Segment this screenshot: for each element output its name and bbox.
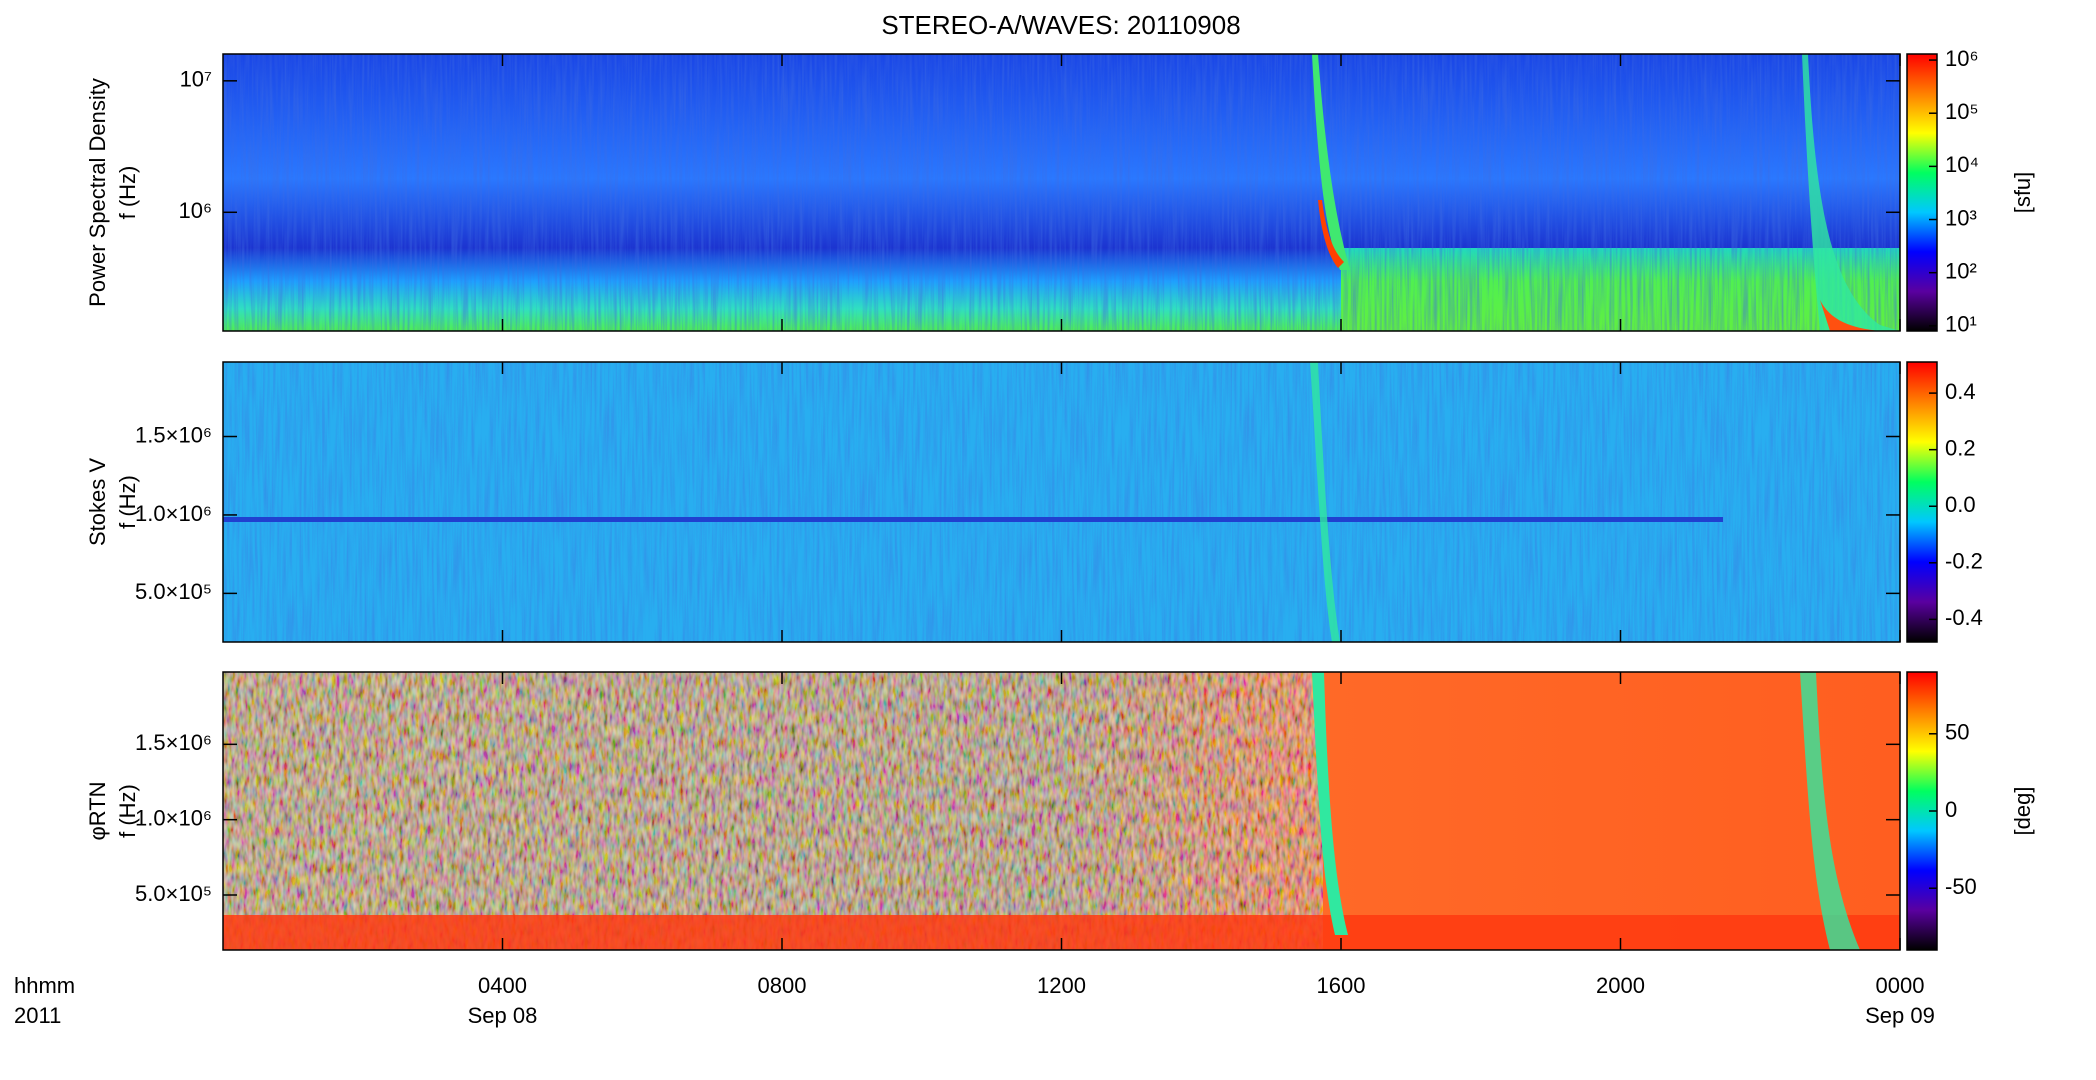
x-tick-label: 0800	[758, 973, 807, 998]
panel-backgrounds	[223, 54, 1900, 950]
y-tick-label: 5.0×10⁵	[135, 881, 212, 906]
y-tick-label: 10⁶	[178, 198, 212, 223]
y-axis-label: f (Hz)	[115, 475, 140, 529]
colorbar-tick-label: 10²	[1945, 259, 1977, 284]
y-tick-label: 10⁷	[180, 67, 212, 92]
band	[223, 517, 1723, 522]
colorbar-tick-label: 10³	[1945, 205, 1977, 230]
y-tick-label: 5.0×10⁵	[135, 579, 212, 604]
y-axis-label: f (Hz)	[115, 166, 140, 220]
burst	[1802, 54, 1900, 331]
y-tick-label: 1.0×10⁶	[135, 501, 212, 526]
colorbar-tick-label: 10⁴	[1945, 152, 1979, 177]
colorbar-tick-label: 10⁵	[1945, 99, 1979, 124]
burst	[1312, 54, 1350, 270]
x-tick-label: 0000	[1876, 973, 1925, 998]
colorbar-tick-label: 0	[1945, 797, 1957, 822]
spectrogram-texture	[223, 54, 1900, 331]
colorbar-tick-label: 0.0	[1945, 492, 1976, 517]
burst	[1820, 300, 1880, 331]
colorbar-tick-label: -50	[1945, 874, 1977, 899]
x-date-label: Sep 08	[468, 1003, 538, 1028]
y-axis-label: Power Spectral Density	[85, 78, 110, 307]
colorbar	[1906, 361, 1938, 643]
x-tick-label: 1600	[1317, 973, 1366, 998]
y-tick-label: 1.0×10⁶	[135, 805, 212, 830]
y-tick-label: 1.5×10⁶	[135, 730, 212, 755]
colorbar-tick-label: 10⁶	[1945, 46, 1979, 71]
colorbar-tick-label: 0.4	[1945, 379, 1976, 404]
x-axis-label: 2011	[14, 1003, 61, 1028]
colorbar-tick-label: 0.2	[1945, 435, 1976, 460]
spectrogram-texture	[223, 672, 1323, 950]
colorbar	[1906, 53, 1938, 332]
colorbar-label: [deg]	[2010, 787, 2035, 836]
burst	[1318, 200, 1344, 268]
x-tick-label: 2000	[1596, 973, 1645, 998]
burst	[1800, 672, 1860, 950]
y-tick-label: 1.5×10⁶	[135, 422, 212, 447]
x-axis-label: hhmm	[14, 973, 75, 998]
y-axis-label: φRTN	[85, 781, 110, 840]
colorbar-tick-label: 50	[1945, 720, 1969, 745]
y-axis-label: f (Hz)	[115, 784, 140, 838]
x-tick-label: 1200	[1037, 973, 1086, 998]
x-date-label: Sep 09	[1865, 1003, 1935, 1028]
spectrogram-texture	[223, 362, 1900, 642]
y-axis-label: Stokes V	[85, 458, 110, 546]
colorbar-tick-label: -0.2	[1945, 549, 1983, 574]
burst	[1310, 362, 1340, 642]
chart-title: STEREO-A/WAVES: 20110908	[881, 10, 1240, 40]
colorbar-tick-label: -0.4	[1945, 605, 1983, 630]
x-tick-label: 0400	[478, 973, 527, 998]
colorbar-tick-label: 10¹	[1945, 312, 1977, 337]
colorbar-label: [sfu]	[2010, 172, 2035, 214]
burst	[1312, 672, 1348, 935]
